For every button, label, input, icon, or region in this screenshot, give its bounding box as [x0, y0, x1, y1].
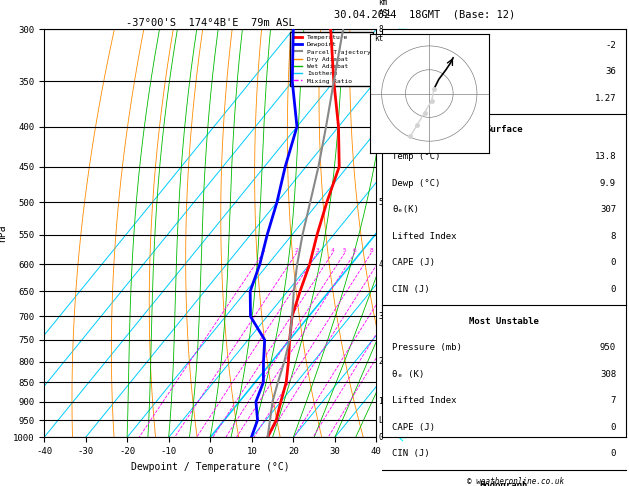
Text: Pressure (mb): Pressure (mb): [392, 343, 462, 352]
Text: Lifted Index: Lifted Index: [392, 232, 457, 241]
Text: 0: 0: [611, 423, 616, 432]
Text: 0: 0: [611, 285, 616, 294]
Text: 7: 7: [379, 77, 383, 86]
X-axis label: Dewpoint / Temperature (°C): Dewpoint / Temperature (°C): [131, 462, 289, 472]
Text: km
ASL: km ASL: [379, 0, 392, 17]
Legend: Temperature, Dewpoint, Parcel Trajectory, Dry Adiabat, Wet Adiabat, Isotherm, Mi: Temperature, Dewpoint, Parcel Trajectory…: [290, 32, 373, 86]
Y-axis label: hPa: hPa: [0, 225, 8, 242]
Text: 36: 36: [605, 67, 616, 76]
Text: 8: 8: [369, 248, 373, 253]
Text: CAPE (J): CAPE (J): [392, 258, 435, 267]
Text: Hodograph: Hodograph: [480, 481, 528, 486]
Text: Totals Totals: Totals Totals: [392, 67, 462, 76]
Title: -37°00'S  174°4B'E  79m ASL: -37°00'S 174°4B'E 79m ASL: [126, 18, 294, 28]
Text: CIN (J): CIN (J): [392, 285, 430, 294]
Text: 1: 1: [379, 397, 383, 406]
Text: -2: -2: [605, 41, 616, 50]
Text: Most Unstable: Most Unstable: [469, 316, 539, 326]
Text: 3: 3: [316, 248, 320, 253]
Text: 2: 2: [295, 248, 299, 253]
Text: 0: 0: [611, 449, 616, 458]
Text: kt: kt: [374, 34, 384, 43]
Text: 4: 4: [331, 248, 335, 253]
Text: CIN (J): CIN (J): [392, 449, 430, 458]
Text: © weatheronline.co.uk: © weatheronline.co.uk: [467, 477, 564, 486]
Text: θₑ(K): θₑ(K): [392, 205, 419, 214]
Text: θₑ (K): θₑ (K): [392, 370, 424, 379]
Text: 9.9: 9.9: [600, 178, 616, 188]
Text: LCL: LCL: [379, 416, 392, 424]
Text: 1: 1: [261, 248, 265, 253]
Text: CAPE (J): CAPE (J): [392, 423, 435, 432]
Text: Surface: Surface: [485, 125, 523, 135]
Text: 4: 4: [379, 260, 383, 269]
Text: Temp (°C): Temp (°C): [392, 152, 440, 161]
Text: 8: 8: [611, 232, 616, 241]
Text: 950: 950: [600, 343, 616, 352]
Text: 5: 5: [343, 248, 347, 253]
Text: Mixing Ratio (g/kg): Mixing Ratio (g/kg): [387, 190, 396, 277]
Text: 7: 7: [611, 396, 616, 405]
Text: 5: 5: [379, 198, 383, 207]
Text: 6: 6: [379, 122, 383, 131]
Text: 6: 6: [353, 248, 357, 253]
Text: Dewp (°C): Dewp (°C): [392, 178, 440, 188]
Text: 2: 2: [379, 357, 383, 366]
Text: 308: 308: [600, 370, 616, 379]
Text: 3: 3: [379, 312, 383, 321]
Text: K: K: [392, 41, 398, 50]
Text: 0: 0: [611, 258, 616, 267]
Text: PW (cm): PW (cm): [392, 94, 430, 103]
Text: 1.27: 1.27: [594, 94, 616, 103]
Text: Lifted Index: Lifted Index: [392, 396, 457, 405]
Text: 0: 0: [379, 433, 383, 442]
Text: 13.8: 13.8: [594, 152, 616, 161]
Text: 8: 8: [379, 25, 383, 34]
Text: 30.04.2024  18GMT  (Base: 12): 30.04.2024 18GMT (Base: 12): [334, 9, 515, 19]
Text: 307: 307: [600, 205, 616, 214]
